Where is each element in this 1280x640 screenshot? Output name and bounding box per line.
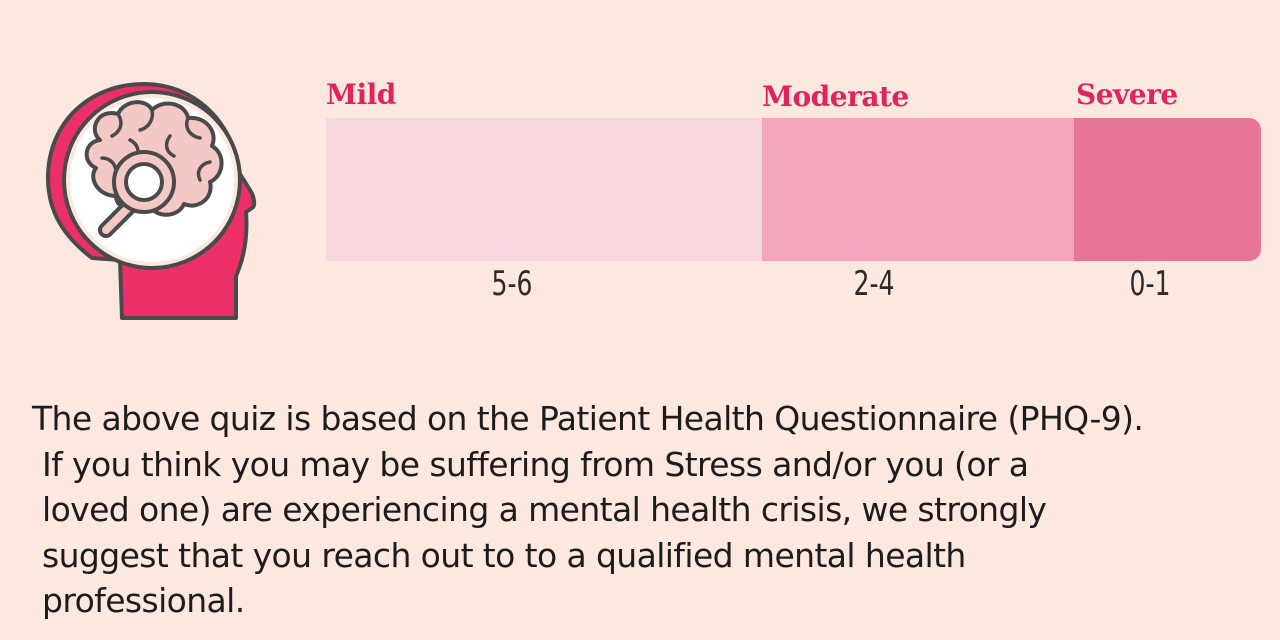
head-brain-magnifier-icon [40,78,260,328]
range-label-moderate: 2-4 [853,264,895,304]
segment-severe [1074,118,1261,261]
level-label-mild: Mild [326,78,396,111]
level-label-severe: Severe [1076,78,1178,111]
segment-mild [326,118,762,261]
range-label-mild: 5-6 [491,264,533,304]
level-label-moderate: Moderate [762,80,909,113]
disclaimer-line: professional. [42,581,245,620]
disclaimer-line: suggest that you reach out to to a quali… [42,535,966,575]
segment-moderate [762,118,1074,261]
disclaimer-text: The above quiz is based on the Patient H… [32,396,1272,624]
disclaimer-line: loved one) are experiencing a mental hea… [42,490,1047,529]
disclaimer-line: The above quiz is based on the Patient H… [32,399,1144,438]
magnifier-shape [98,150,176,238]
disclaimer-line: If you think you may be suffering from S… [42,444,1029,484]
range-label-severe: 0-1 [1129,264,1171,304]
severity-scale: Mild Moderate Severe 5-6 2-4 0-1 [326,78,1261,304]
